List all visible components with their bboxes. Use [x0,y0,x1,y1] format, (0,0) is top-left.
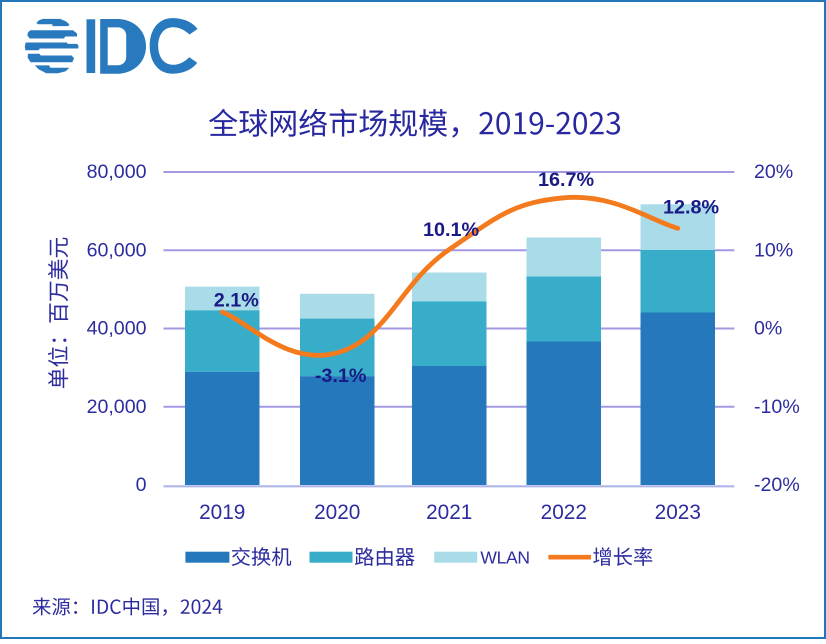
svg-text:-10%: -10% [754,396,800,418]
svg-text:60,000: 60,000 [87,239,147,261]
svg-text:-3.1%: -3.1% [315,365,367,387]
svg-text:2019: 2019 [199,501,245,524]
svg-text:40,000: 40,000 [87,318,147,340]
svg-text:2021: 2021 [426,501,472,524]
svg-text:2.1%: 2.1% [214,290,259,312]
svg-text:-20%: -20% [754,474,800,496]
svg-text:10.1%: 10.1% [423,219,480,241]
svg-text:20%: 20% [754,161,793,183]
svg-text:WLAN: WLAN [480,548,529,568]
svg-text:16.7%: 16.7% [538,169,595,191]
svg-text:10%: 10% [754,239,793,261]
svg-text:80,000: 80,000 [87,161,147,183]
svg-text:2022: 2022 [541,501,587,524]
svg-text:2023: 2023 [655,501,701,524]
svg-text:2020: 2020 [314,501,360,524]
svg-text:12.8%: 12.8% [663,197,720,219]
svg-text:0%: 0% [754,318,782,340]
svg-text:0: 0 [136,474,147,496]
svg-text:20,000: 20,000 [87,396,147,418]
